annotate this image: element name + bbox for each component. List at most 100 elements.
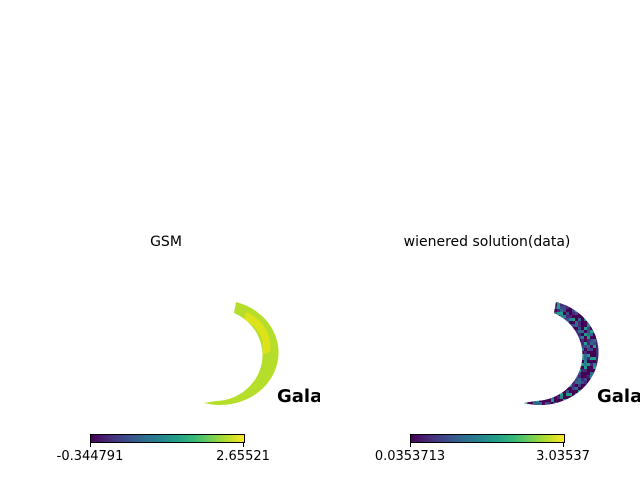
wiener-noise-cell — [566, 369, 569, 372]
wiener-noise-cell — [572, 396, 575, 399]
wiener-noise-cell — [587, 357, 590, 360]
wiener-noise-cell — [530, 302, 533, 303]
wiener-noise-cell — [536, 351, 539, 354]
wiener-noise-cell — [578, 318, 581, 321]
wiener-noise-cell — [593, 327, 596, 330]
wiener-noise-cell — [554, 327, 557, 330]
wiener-noise-cell — [518, 306, 521, 309]
wiener-noise-cell — [554, 336, 557, 339]
wiener-noise-cell — [539, 339, 542, 342]
wiener-colorbar-min-label: 0.0353713 — [374, 449, 446, 464]
wiener-noise-cell — [518, 345, 521, 348]
wiener-noise-cell — [542, 333, 545, 336]
wiener-noise-cell — [533, 309, 536, 312]
wiener-noise-cell — [536, 327, 539, 330]
wiener-noise-cell — [533, 393, 536, 396]
wiener-noise-cell — [569, 312, 572, 315]
wiener-noise-cell — [551, 351, 554, 354]
wiener-noise-cell — [518, 330, 521, 333]
wiener-noise-cell — [533, 378, 536, 381]
wiener-noise-cell — [548, 302, 551, 303]
wiener-noise-cell — [560, 387, 563, 390]
wiener-noise-cell — [587, 348, 590, 351]
wiener-noise-cell — [584, 309, 587, 312]
wiener-noise-cell — [551, 390, 554, 393]
wiener-noise-cell — [551, 402, 554, 405]
wiener-noise-cell — [593, 312, 596, 315]
wiener-noise-cell — [530, 342, 533, 345]
wiener-noise-cell — [593, 381, 596, 384]
wiener-noise-cell — [554, 348, 557, 351]
wiener-noise-cell — [563, 369, 566, 372]
wiener-noise-cell — [533, 375, 536, 378]
wiener-noise-cell — [584, 348, 587, 351]
wiener-noise-cell — [518, 309, 521, 312]
wiener-noise-cell — [548, 387, 551, 390]
wiener-noise-cell — [560, 375, 563, 378]
wiener-noise-cell — [524, 363, 527, 366]
wiener-noise-cell — [581, 372, 584, 375]
wiener-noise-cell — [533, 312, 536, 315]
wiener-noise-cell — [578, 324, 581, 327]
wiener-noise-cell — [521, 399, 524, 402]
wiener-noise-cell — [572, 354, 575, 357]
wiener-noise-cell — [557, 324, 560, 327]
wiener-noise-cell — [557, 384, 560, 387]
wiener-noise-cell — [581, 399, 584, 402]
wiener-noise-cell — [518, 351, 521, 354]
wiener-noise-cell — [545, 405, 548, 408]
wiener-noise-cell — [578, 399, 581, 402]
wiener-noise-cell — [572, 378, 575, 381]
wiener-noise-cell — [530, 330, 533, 333]
wiener-noise-cell — [566, 306, 569, 309]
wiener-noise-cell — [542, 324, 545, 327]
wiener-noise-cell — [548, 318, 551, 321]
wiener-noise-cell — [587, 390, 590, 393]
wiener-noise-cell — [518, 336, 521, 339]
wiener-map — [518, 302, 599, 408]
wiener-noise-cell — [563, 312, 566, 315]
wiener-noise-cell — [521, 336, 524, 339]
wiener-noise-cell — [551, 378, 554, 381]
wiener-noise-cell — [584, 393, 587, 396]
wiener-noise-cell — [554, 366, 557, 369]
wiener-noise-cell — [578, 369, 581, 372]
wiener-noise-cell — [539, 384, 542, 387]
wiener-noise-cell — [545, 390, 548, 393]
wiener-noise-cell — [566, 302, 569, 303]
wiener-noise-cell — [593, 354, 596, 357]
wiener-noise-cell — [551, 405, 554, 408]
wiener-noise-cell — [533, 321, 536, 324]
wiener-noise-cell — [542, 393, 545, 396]
wiener-noise-cell — [560, 357, 563, 360]
wiener-noise-cell — [521, 318, 524, 321]
wiener-noise-cell — [587, 336, 590, 339]
wiener-noise-cell — [530, 390, 533, 393]
wiener-noise-cell — [572, 303, 575, 306]
wiener-noise-cell — [572, 357, 575, 360]
wiener-noise-cell — [548, 342, 551, 345]
wiener-noise-cell — [530, 393, 533, 396]
wiener-noise-cell — [539, 393, 542, 396]
wiener-noise-cell — [530, 384, 533, 387]
wiener-noise-cell — [545, 378, 548, 381]
wiener-coordinate-label: Gala — [597, 386, 640, 407]
wiener-noise-cell — [566, 366, 569, 369]
wiener-noise-cell — [581, 333, 584, 336]
wiener-noise-cell — [560, 381, 563, 384]
wiener-noise-cell — [578, 387, 581, 390]
wiener-noise-cell — [590, 339, 593, 342]
wiener-noise-cell — [572, 399, 575, 402]
wiener-noise-cell — [533, 330, 536, 333]
wiener-noise-cell — [542, 348, 545, 351]
wiener-noise-cell — [533, 405, 536, 408]
wiener-noise-cell — [530, 315, 533, 318]
wiener-noise-cell — [524, 375, 527, 378]
wiener-noise-cell — [569, 399, 572, 402]
wiener-noise-cell — [563, 366, 566, 369]
wiener-noise-cell — [527, 390, 530, 393]
wiener-noise-cell — [569, 354, 572, 357]
wiener-noise-cell — [545, 315, 548, 318]
wiener-noise-cell — [581, 345, 584, 348]
wiener-noise-cell — [521, 360, 524, 363]
